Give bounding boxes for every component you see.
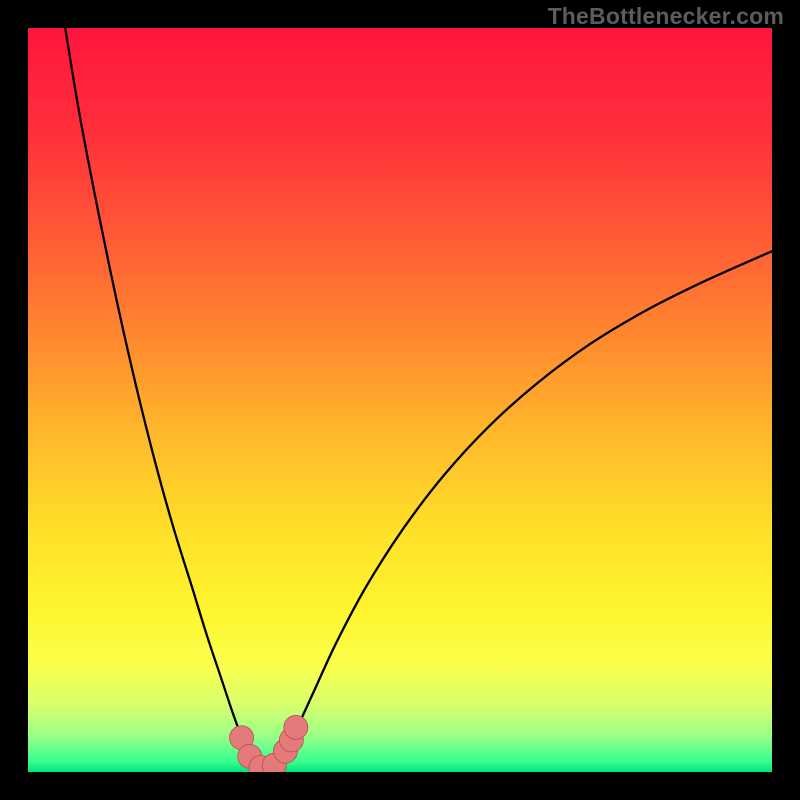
marker-dot — [284, 715, 308, 739]
bottleneck-chart — [0, 0, 800, 800]
watermark-text: TheBottlenecker.com — [548, 3, 784, 30]
